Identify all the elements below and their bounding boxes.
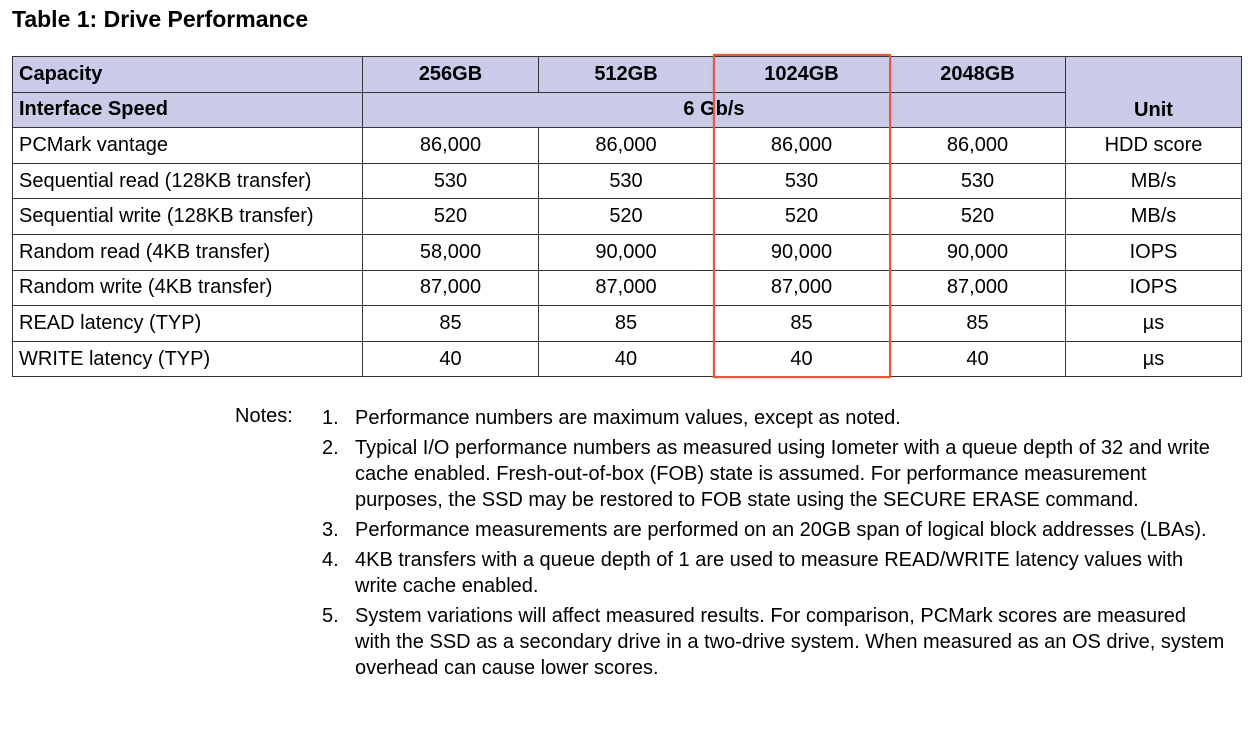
value-cell: 520 — [713, 198, 890, 235]
unit-cell: MB/s — [1065, 162, 1242, 200]
note: 1. Performance numbers are maximum values… — [322, 405, 1227, 431]
unit-cell: µs — [1065, 340, 1242, 378]
performance-table: Capacity 256GB 512GB 1024GB 2048GB Unit Interf… — [12, 55, 1242, 378]
unit-cell: µs — [1065, 305, 1242, 342]
row-label: Sequential read (128KB transfer) — [12, 162, 363, 200]
unit-cell: IOPS — [1065, 233, 1242, 271]
data-row: Sequential write (128KB transfer) 520 520 5… — [12, 198, 1242, 235]
note-text: Performance numbers are maximum values, … — [355, 407, 901, 429]
data-row: PCMark vantage 86,000 86,000 86,000 86,000 HD… — [12, 127, 1242, 164]
notes-label: Notes: — [235, 405, 293, 427]
note-text: Typical I/O performance numbers as measu… — [355, 437, 1210, 511]
interface-label: Interface Speed — [12, 91, 363, 129]
value-cell: 40 — [362, 340, 539, 378]
row-label: Sequential write (128KB transfer) — [12, 198, 363, 235]
value-cell: 40 — [713, 340, 890, 378]
value-cell: 86,000 — [538, 127, 714, 164]
note-number: 4. — [322, 549, 339, 571]
table-body: Capacity 256GB 512GB 1024GB 2048GB Unit Interf… — [12, 55, 1242, 378]
unit-cell: HDD score — [1065, 127, 1242, 164]
value-cell: 85 — [713, 305, 890, 342]
data-row: Sequential read (128KB transfer) 530 530 53… — [12, 162, 1242, 200]
value-cell: 90,000 — [889, 233, 1066, 271]
value-cell: 530 — [889, 162, 1066, 200]
table-title: Table 1: Drive Performance — [12, 6, 309, 32]
value-cell: 40 — [889, 340, 1066, 378]
value-cell: 87,000 — [713, 269, 890, 307]
value-cell: 520 — [362, 198, 539, 235]
interface-row: Interface Speed 6 Gb/s — [12, 91, 1242, 129]
data-row: READ latency (TYP) 85 85 85 85 µs — [12, 305, 1242, 342]
note: 3. Performance measurements are performed… — [322, 517, 1227, 543]
note-text: System variations will affect measured r… — [355, 605, 1225, 679]
note-number: 1. — [322, 407, 339, 429]
capacity-header: 256GB — [362, 56, 539, 93]
value-cell: 87,000 — [889, 269, 1066, 307]
capacity-header: 1024GB — [713, 56, 890, 93]
note: 4. 4KB transfers with a queue depth of 1 … — [322, 547, 1227, 599]
row-label: READ latency (TYP) — [12, 305, 363, 342]
interface-value: 6 Gb/s — [362, 91, 1066, 129]
data-row: WRITE latency (TYP) 40 40 40 40 µs — [12, 340, 1242, 378]
value-cell: 90,000 — [713, 233, 890, 271]
value-cell: 530 — [538, 162, 714, 200]
note: 2. Typical I/O performance numbers as mea… — [322, 435, 1227, 513]
data-row: Random write (4KB transfer) 87,000 87,000 8… — [12, 269, 1242, 307]
unit-cell: MB/s — [1065, 198, 1242, 235]
header-row: Capacity 256GB 512GB 1024GB 2048GB Unit — [12, 55, 1242, 129]
unit-header: Unit — [1065, 55, 1242, 129]
capacity-header: 2048GB — [889, 56, 1066, 93]
value-cell: 85 — [362, 305, 539, 342]
value-cell: 85 — [538, 305, 714, 342]
value-cell: 86,000 — [362, 127, 539, 164]
capacity-header: 512GB — [538, 56, 714, 93]
note: 5. System variations will affect measured… — [322, 603, 1227, 681]
value-cell: 520 — [889, 198, 1066, 235]
value-cell: 85 — [889, 305, 1066, 342]
value-cell: 86,000 — [713, 127, 890, 164]
note-text: 4KB transfers with a queue depth of 1 ar… — [355, 549, 1184, 597]
value-cell: 520 — [538, 198, 714, 235]
note-number: 2. — [322, 437, 339, 459]
value-cell: 40 — [538, 340, 714, 378]
row-label: Random write (4KB transfer) — [12, 269, 363, 307]
data-row: Random read (4KB transfer) 58,000 90,000 90… — [12, 233, 1242, 271]
row-label: WRITE latency (TYP) — [12, 340, 363, 378]
unit-cell: IOPS — [1065, 269, 1242, 307]
note-number: 3. — [322, 519, 339, 541]
row-label: Random read (4KB transfer) — [12, 233, 363, 271]
value-cell: 530 — [713, 162, 890, 200]
note-text: Performance measurements are performed o… — [355, 519, 1207, 541]
note-number: 5. — [322, 605, 339, 627]
value-cell: 87,000 — [362, 269, 539, 307]
notes-list: 1. Performance numbers are maximum values… — [322, 405, 1227, 685]
row-label: PCMark vantage — [12, 127, 363, 164]
value-cell: 58,000 — [362, 233, 539, 271]
value-cell: 86,000 — [889, 127, 1066, 164]
value-cell: 87,000 — [538, 269, 714, 307]
value-cell: 530 — [362, 162, 539, 200]
value-cell: 90,000 — [538, 233, 714, 271]
header-label: Capacity — [12, 56, 363, 93]
